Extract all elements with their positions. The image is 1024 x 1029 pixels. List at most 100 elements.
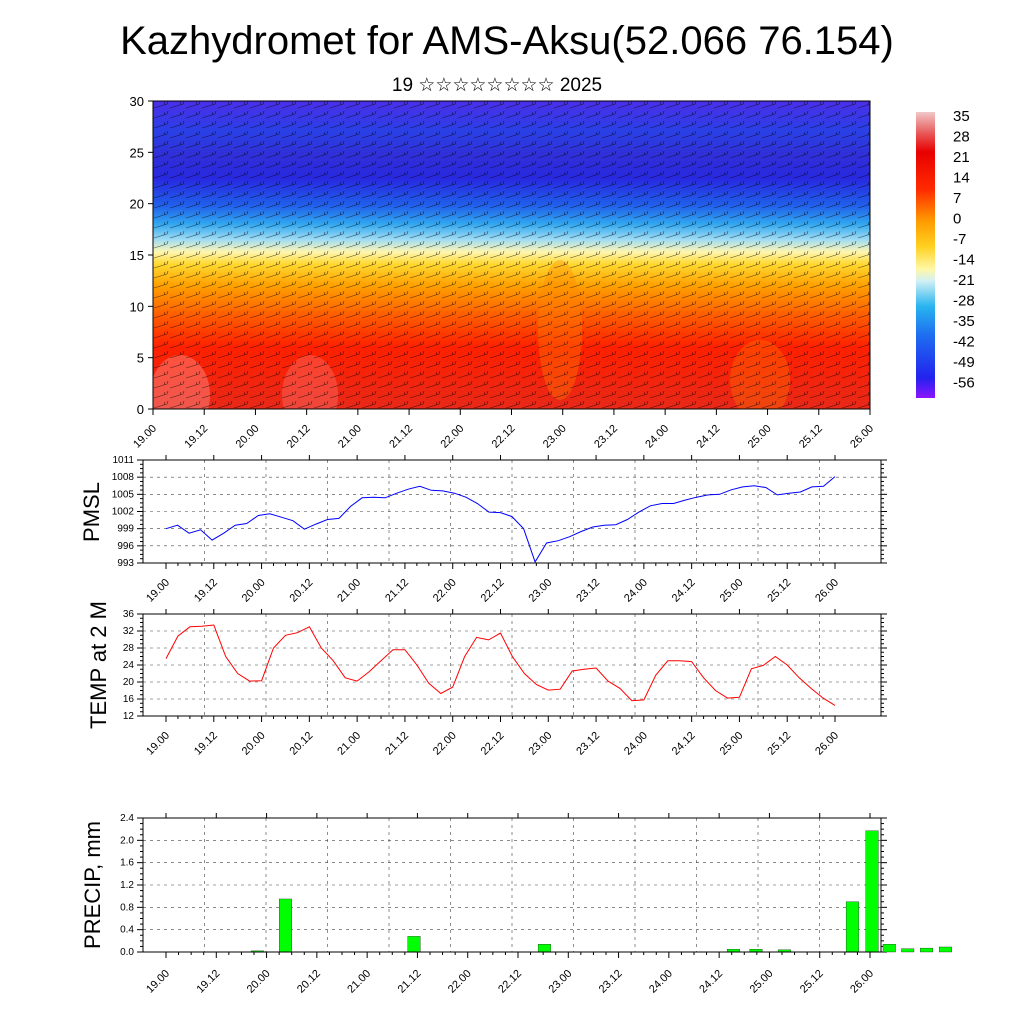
x-tick-label: 24.00 xyxy=(622,730,650,758)
y-tick-label: 0.4 xyxy=(120,925,134,936)
x-tick-label: 22.00 xyxy=(446,968,474,996)
heatmap-x-tick-label: 25.00 xyxy=(746,423,774,451)
x-tick-label: 25.12 xyxy=(765,577,793,605)
wind-barbs xyxy=(153,101,870,409)
colorbar-tick-label: 7 xyxy=(953,190,961,207)
colorbar-tick-label: -21 xyxy=(953,272,975,289)
pmsl-axis-label: PMSL xyxy=(79,482,104,542)
y-tick-label: 12 xyxy=(123,711,135,722)
y-tick-label: 0.0 xyxy=(120,947,134,958)
colorbar-tick-label: -35 xyxy=(953,313,975,330)
y-tick-label: 0.8 xyxy=(120,902,134,913)
series-line xyxy=(165,624,836,706)
x-tick-label: 22.00 xyxy=(431,730,459,758)
x-tick-label: 22.12 xyxy=(479,577,507,605)
x-tick-label: 23.12 xyxy=(597,968,625,996)
series-line xyxy=(165,476,836,564)
x-tick-label: 22.12 xyxy=(479,730,507,758)
colorbar-tick-label: -14 xyxy=(953,252,975,269)
x-tick-label: 21.12 xyxy=(383,730,411,758)
colorbar-tick-label: 0 xyxy=(953,211,961,228)
colorbar-tick-label: 28 xyxy=(953,129,970,146)
colorbar-tick-label: -49 xyxy=(953,354,975,371)
y-tick-label: 996 xyxy=(117,541,134,552)
x-tick-label: 20.12 xyxy=(295,968,323,996)
heatmap-x-tick-label: 21.12 xyxy=(387,423,415,451)
x-tick-label: 21.12 xyxy=(383,577,411,605)
x-tick-label: 21.12 xyxy=(396,968,424,996)
x-tick-label: 26.00 xyxy=(848,968,876,996)
x-tick-label: 24.12 xyxy=(697,968,725,996)
precip-bar xyxy=(278,898,292,953)
heatmap-x-tick-label: 19.12 xyxy=(182,423,210,451)
y-tick-label: 20 xyxy=(123,677,135,688)
y-tick-label: 993 xyxy=(117,558,134,569)
x-tick-label: 24.00 xyxy=(647,968,675,996)
x-tick-label: 25.12 xyxy=(798,968,826,996)
x-tick-label: 20.00 xyxy=(240,730,268,758)
panel-frame xyxy=(142,817,882,953)
precip-bar xyxy=(845,901,859,953)
precip-bar xyxy=(901,948,915,953)
precip-bar xyxy=(882,944,896,953)
heatmap-y-tick-label: 10 xyxy=(130,299,144,314)
precip-bar xyxy=(865,830,879,953)
heatmap-x-tick-label: 20.00 xyxy=(234,423,262,451)
y-tick-label: 16 xyxy=(123,694,135,705)
heatmap-x-tick-label: 22.00 xyxy=(438,423,466,451)
x-tick-label: 20.00 xyxy=(240,577,268,605)
heatmap-y-axis: 0 5 10 15 20 25 30 xyxy=(130,94,153,417)
colorbar-tick-label: 14 xyxy=(953,170,970,187)
y-tick-label: 999 xyxy=(117,524,134,535)
x-tick-label: 25.00 xyxy=(718,577,746,605)
x-tick-label: 24.00 xyxy=(622,577,650,605)
heatmap-y-tick-label: 30 xyxy=(130,94,144,109)
heatmap-y-tick-label: 0 xyxy=(137,402,144,417)
heatmap-y-tick-label: 15 xyxy=(130,248,144,263)
x-tick-label: 20.12 xyxy=(288,730,316,758)
heatmap-x-tick-label: 25.12 xyxy=(797,423,825,451)
x-tick-label: 24.12 xyxy=(670,577,698,605)
temperature-panel: TEMP at 2 M 19.00 19.12 20.00 20.12 21.00 21.… xyxy=(86,601,887,758)
heatmap-y-tick-label: 20 xyxy=(130,197,144,212)
x-tick-label: 22.12 xyxy=(496,968,524,996)
x-tick-label: 19.12 xyxy=(194,968,222,996)
y-tick-label: 1005 xyxy=(112,489,135,500)
x-tick-label: 19.12 xyxy=(192,577,220,605)
heatmap-x-tick-label: 23.12 xyxy=(592,423,620,451)
temperature-wind-heatmap: 0 5 10 15 20 25 30 19.00 19.12 20.00 20.12 21.00 21… xyxy=(130,94,877,451)
x-tick-label: 25.00 xyxy=(718,730,746,758)
x-tick-label: 21.00 xyxy=(335,730,363,758)
heatmap-x-tick-label: 21.00 xyxy=(336,423,364,451)
x-tick-label: 26.00 xyxy=(813,577,841,605)
x-tick-label: 23.12 xyxy=(574,577,602,605)
x-tick-label: 20.12 xyxy=(288,577,316,605)
panel-frame xyxy=(142,613,882,717)
heatmap-x-axis: 19.00 19.12 20.00 20.12 21.00 21.12 22.00 22.12… xyxy=(131,409,876,451)
heatmap-x-tick-label: 24.00 xyxy=(643,423,671,451)
y-tick-label: 28 xyxy=(123,643,135,654)
x-tick-label: 21.00 xyxy=(335,577,363,605)
x-tick-label: 23.12 xyxy=(574,730,602,758)
y-tick-label: 1011 xyxy=(112,455,134,466)
y-tick-label: 1002 xyxy=(112,507,135,518)
precip-bar xyxy=(938,946,952,953)
x-tick-label: 20.00 xyxy=(245,968,273,996)
x-tick-label: 23.00 xyxy=(546,968,574,996)
x-tick-label: 21.00 xyxy=(345,968,373,996)
x-tick-label: 19.00 xyxy=(144,577,172,605)
heatmap-y-tick-label: 5 xyxy=(137,351,144,366)
colorbar-gradient xyxy=(916,112,935,398)
precipitation-axis-label: PRECIP, mm xyxy=(80,821,105,949)
heatmap-x-tick-label: 23.00 xyxy=(541,423,569,451)
colorbar-tick-label: -56 xyxy=(953,375,975,392)
x-tick-label: 25.12 xyxy=(765,730,793,758)
x-tick-label: 22.00 xyxy=(431,577,459,605)
panel-frame xyxy=(142,459,882,564)
x-tick-label: 19.00 xyxy=(144,968,172,996)
colorbar-tick-label: -42 xyxy=(953,334,975,351)
colorbar-tick-label: -28 xyxy=(953,293,975,310)
pmsl-panel: PMSL 19.00 19.12 20.00 20.12 21.00 21.12 22.00… xyxy=(79,455,887,605)
precip-bar xyxy=(407,936,421,953)
